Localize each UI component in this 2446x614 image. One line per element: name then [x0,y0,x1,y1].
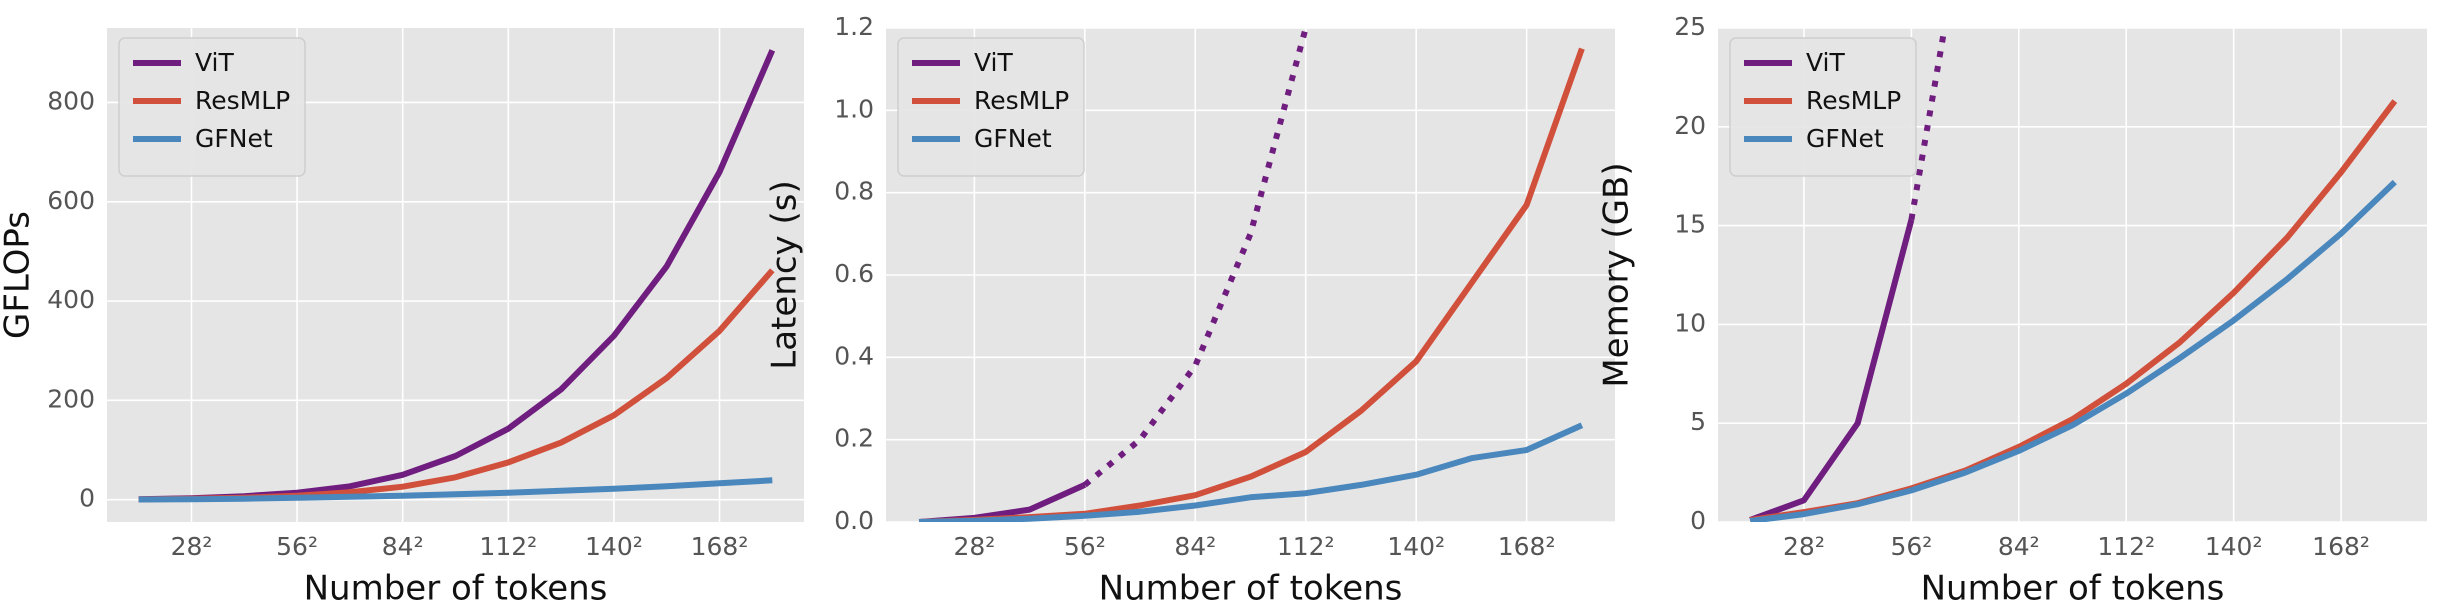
y-tick-label: 5 [1690,407,1706,436]
x-tick-label: 168² [2312,532,2370,561]
y-tick-label: 600 [47,186,95,215]
y-tick-label: 0.8 [834,177,874,206]
y-axis-label: GFLOPs [0,211,38,339]
y-tick-label: 0 [1690,506,1706,535]
legend-label: GFNet [1806,124,1884,153]
series-line [138,477,773,503]
x-axis-label: Number of tokens [1921,569,2225,609]
x-tick-label: 140² [585,532,643,561]
x-tick-label: 56² [276,532,318,561]
x-tick-label: 112² [1277,532,1335,561]
legend-label: ResMLP [974,86,1069,115]
y-tick-label: 1.0 [834,94,874,123]
x-tick-label: 168² [1498,532,1556,561]
x-tick-label: 56² [1890,532,1932,561]
x-tick-label: 28² [953,532,995,561]
x-tick-label: 112² [2097,532,2155,561]
y-tick-label: 20 [1674,111,1706,140]
series-line-dotted [1082,28,1309,488]
x-tick-label: 112² [479,532,537,561]
x-tick-label: 28² [171,532,213,561]
x-tick-label: 84² [1174,532,1216,561]
x-tick-label: 84² [1998,532,2040,561]
y-tick-label: 0.6 [834,259,874,288]
x-tick-label: 168² [691,532,749,561]
legend-label: ViT [1806,48,1845,77]
x-tick-label: 140² [2205,532,2263,561]
subplot: 0.0 0.2 0.4 0.6 0.8 1.0 1.2 28² 56² 84² 112² 140² 16… [765,12,1615,609]
subplot: 0 5 10 15 20 25 28² 56² 84² 112² 140² 168² Number of… [1597,12,2427,609]
legend-label: ResMLP [1806,86,1901,115]
y-tick-label: 200 [47,384,95,413]
legend: ViT ResMLP GFNet [1729,37,1917,177]
legend-label: ViT [195,48,234,77]
y-tick-label: 15 [1674,210,1706,239]
y-axis-label: Memory (GB) [1597,162,1637,387]
y-tick-label: 0.4 [834,341,874,370]
legend: ViT ResMLP GFNet [897,37,1085,177]
legend-label: ViT [974,48,1013,77]
y-tick-label: 0.2 [834,424,874,453]
x-axis-label: Number of tokens [1099,569,1403,609]
y-tick-label: 0.0 [834,506,874,535]
legend: ViT ResMLP GFNet [118,37,306,177]
series-line [1749,179,2397,522]
legend-label: GFNet [974,124,1052,153]
x-tick-label: 84² [382,532,424,561]
legend-label: ResMLP [195,86,290,115]
y-tick-label: 400 [47,285,95,314]
x-tick-label: 28² [1783,532,1825,561]
legend-label: GFNet [195,124,273,153]
y-tick-label: 10 [1674,308,1706,337]
y-axis-label: Latency (s) [765,180,805,369]
x-tick-label: 140² [1387,532,1445,561]
y-tick-label: 1.2 [834,12,874,41]
y-tick-label: 0 [79,484,95,513]
subplot: 0 200 400 600 800 28² 56² 84² 112² 140² 168² Number… [0,28,804,609]
y-tick-label: 25 [1674,12,1706,41]
y-tick-label: 800 [47,86,95,115]
series-line [1749,218,1915,522]
x-axis-label: Number of tokens [304,569,608,609]
series-line [919,422,1584,522]
x-tick-label: 56² [1064,532,1106,561]
